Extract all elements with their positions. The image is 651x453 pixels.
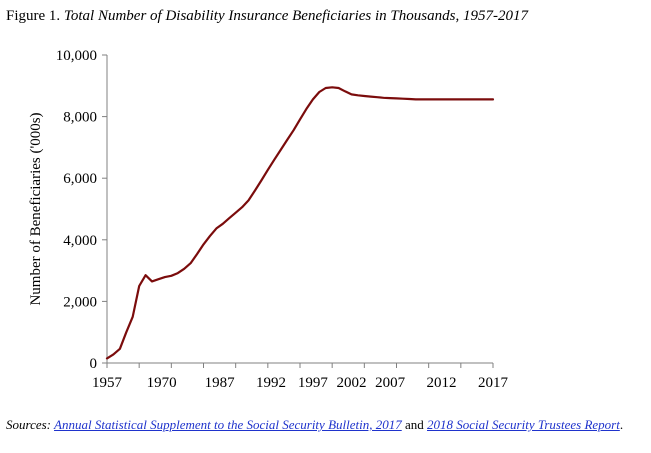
y-ticks: 0 2,000 4,000 6,000 8,000 10,000 [56, 48, 107, 372]
y-tick-label: 4,000 [63, 233, 97, 249]
sources-joiner: and [404, 417, 424, 432]
x-tick-label: 2017 [478, 375, 509, 391]
x-tick-label: 1987 [205, 375, 236, 391]
source-link-trustees-report[interactable]: 2018 Social Security Trustees Report [427, 417, 620, 432]
x-tick-label: 2012 [427, 375, 457, 391]
source-link-statistical-supplement[interactable]: Annual Statistical Supplement to the Soc… [54, 417, 402, 432]
sources-suffix: . [619, 417, 624, 432]
x-tick-label: 2007 [375, 375, 406, 391]
axes [106, 55, 493, 364]
x-tick-label: 1992 [256, 375, 286, 391]
sources-note: Sources: Annual Statistical Supplement t… [6, 416, 646, 433]
sources-prefix: Sources: [6, 417, 52, 432]
x-tick-label: 1957 [92, 375, 123, 391]
y-tick-label: 6,000 [63, 171, 97, 187]
figure-title: Total Number of Disability Insurance Ben… [63, 8, 528, 24]
y-axis-label: Number of Beneficiaries ('000s) [28, 112, 44, 305]
x-tick-label: 1997 [298, 375, 329, 391]
y-tick-label: 2,000 [63, 294, 97, 310]
y-tick-label: 8,000 [63, 110, 97, 126]
x-ticks: 1957 1970 1987 1992 1997 2002 2007 2012 2017 [92, 363, 509, 391]
figure-label: Figure 1. [6, 8, 61, 24]
figure-title-line: Figure 1. Total Number of Disability Ins… [6, 8, 528, 25]
x-tick-label: 1970 [147, 375, 177, 391]
x-tick-label: 2002 [336, 375, 366, 391]
series-line-0 [105, 86, 495, 360]
y-tick-label: 10,000 [56, 48, 97, 64]
series-group [105, 86, 495, 360]
y-tick-label: 0 [90, 356, 98, 372]
